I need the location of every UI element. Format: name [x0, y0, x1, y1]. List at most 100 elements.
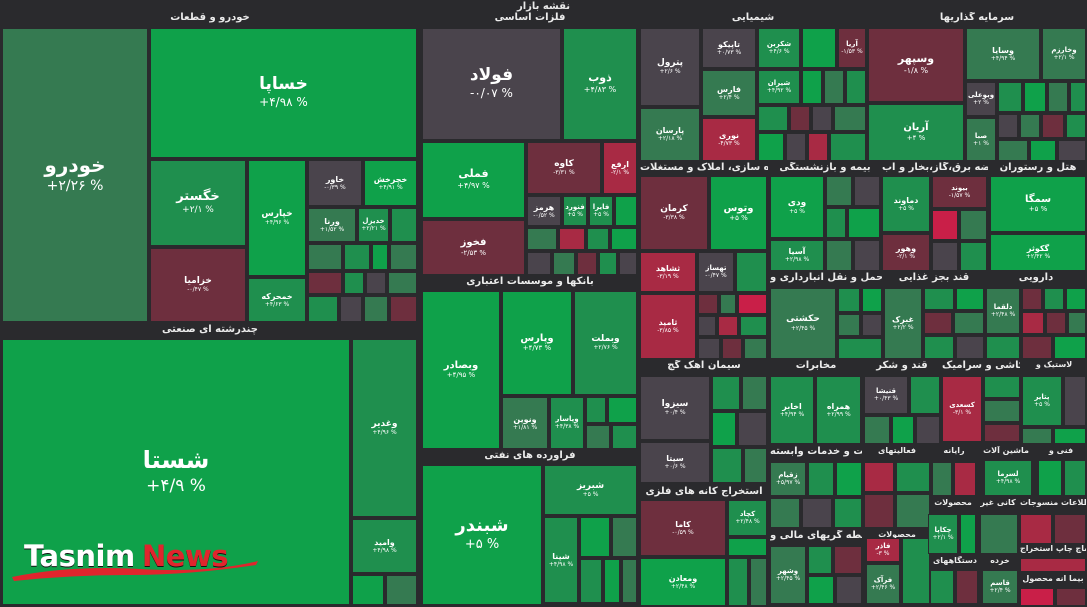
stock-tile-unlabeled[interactable] — [698, 294, 718, 314]
stock-tile[interactable]: شیران +۴/۹۲ % — [758, 70, 800, 104]
stock-tile-unlabeled[interactable] — [864, 494, 894, 528]
stock-tile[interactable]: چکاپا +۲/۱ % — [928, 514, 958, 554]
stock-tile[interactable]: وبوعلی +۲ % — [966, 82, 996, 116]
stock-tile[interactable]: پارسان +۲/۱۸ % — [640, 108, 700, 161]
stock-tile[interactable]: خپارس +۴/۹۶ % — [248, 160, 306, 276]
stock-tile-unlabeled[interactable] — [998, 82, 1022, 112]
stock-tile[interactable]: همراه +۲/۹۹ % — [816, 376, 861, 444]
stock-tile-unlabeled[interactable] — [738, 412, 767, 446]
stock-tile-unlabeled[interactable] — [864, 462, 894, 492]
stock-tile[interactable]: ثشاهد -۳/۱۹ % — [640, 252, 696, 292]
stock-tile-unlabeled[interactable] — [836, 576, 862, 604]
stock-tile-unlabeled[interactable] — [862, 314, 882, 336]
stock-tile-unlabeled[interactable] — [744, 448, 767, 483]
stock-tile[interactable]: سمگا +۵ % — [990, 176, 1086, 232]
stock-tile-unlabeled[interactable] — [802, 28, 836, 68]
stock-tile[interactable]: خساپا +۴/۹۸ % — [150, 28, 417, 158]
stock-tile[interactable]: دلقما +۲/۴۸ % — [986, 288, 1020, 334]
stock-tile-unlabeled[interactable] — [758, 133, 784, 161]
stock-tile-unlabeled[interactable] — [902, 538, 930, 604]
stock-tile-unlabeled[interactable] — [1056, 588, 1086, 606]
stock-tile-unlabeled[interactable] — [924, 288, 954, 310]
stock-tile[interactable]: سیزوا +۰/۴ % — [640, 376, 710, 440]
stock-tile[interactable]: وخارزم +۲/۱ % — [1042, 28, 1086, 80]
stock-tile-unlabeled[interactable] — [587, 228, 609, 250]
stock-tile-unlabeled[interactable] — [1020, 588, 1054, 606]
stock-tile-unlabeled[interactable] — [712, 376, 740, 410]
stock-tile[interactable]: خدیزل +۲/۲۱ % — [358, 208, 389, 242]
stock-tile-unlabeled[interactable] — [1068, 312, 1086, 334]
stock-tile[interactable]: وسایا +۴/۹۴ % — [966, 28, 1040, 80]
stock-tile-unlabeled[interactable] — [956, 336, 984, 359]
stock-tile-unlabeled[interactable] — [611, 228, 637, 250]
stock-tile-unlabeled[interactable] — [1024, 82, 1046, 112]
stock-tile-unlabeled[interactable] — [924, 312, 952, 334]
stock-tile-unlabeled[interactable] — [848, 208, 880, 238]
stock-tile-unlabeled[interactable] — [838, 288, 860, 312]
stock-tile-unlabeled[interactable] — [824, 70, 844, 104]
stock-tile-unlabeled[interactable] — [1066, 288, 1086, 310]
stock-tile[interactable]: شکربن +۴/۶ % — [758, 28, 800, 68]
stock-tile-unlabeled[interactable] — [1064, 460, 1086, 496]
stock-tile-unlabeled[interactable] — [1022, 428, 1052, 444]
stock-tile-unlabeled[interactable] — [344, 244, 370, 270]
stock-tile-unlabeled[interactable] — [896, 462, 930, 492]
stock-tile-unlabeled[interactable] — [615, 196, 637, 226]
stock-tile-unlabeled[interactable] — [390, 296, 417, 322]
stock-tile[interactable]: وبصادر +۴/۹۵ % — [422, 291, 500, 449]
stock-tile-unlabeled[interactable] — [1022, 288, 1042, 310]
stock-tile[interactable]: کاما -۰/۵۹ % — [640, 500, 726, 556]
stock-tile[interactable]: کچاد +۲/۴۸ % — [728, 500, 767, 536]
stock-tile[interactable]: غبرک +۲/۲ % — [884, 288, 922, 359]
stock-tile-unlabeled[interactable] — [553, 252, 575, 275]
stock-tile-unlabeled[interactable] — [834, 546, 862, 574]
stock-tile-unlabeled[interactable] — [1048, 82, 1068, 112]
stock-tile-unlabeled[interactable] — [770, 498, 800, 528]
stock-tile-unlabeled[interactable] — [960, 242, 987, 271]
stock-tile[interactable]: خمحرکه +۴/۶۳ % — [248, 278, 306, 322]
stock-tile-unlabeled[interactable] — [308, 244, 342, 270]
stock-tile-unlabeled[interactable] — [834, 498, 862, 528]
stock-tile[interactable]: تهساز -۰/۴۷ % — [698, 252, 734, 292]
stock-tile-unlabeled[interactable] — [698, 316, 716, 336]
stock-tile-unlabeled[interactable] — [960, 210, 987, 240]
stock-tile[interactable]: گکوثر +۲/۴۲ % — [990, 234, 1086, 271]
stock-tile-unlabeled[interactable] — [960, 514, 976, 554]
stock-tile[interactable]: کرمان -۳/۳۸ % — [640, 176, 708, 250]
stock-tile[interactable]: زقیام +۵/۹۷ % — [770, 462, 806, 496]
stock-tile[interactable]: هرمز -۰/۵۲ % — [527, 196, 561, 226]
stock-tile-unlabeled[interactable] — [386, 575, 417, 605]
stock-tile[interactable]: ودی +۵ % — [770, 176, 824, 238]
stock-tile[interactable]: نوری -۴/۷۳ % — [702, 118, 756, 161]
stock-tile[interactable]: وبملت +۲/۷۶ % — [574, 291, 637, 395]
stock-tile-unlabeled[interactable] — [1030, 140, 1056, 161]
stock-tile-unlabeled[interactable] — [580, 559, 602, 603]
stock-tile[interactable]: پتایر +۵ % — [1022, 376, 1062, 426]
stock-tile-unlabeled[interactable] — [802, 498, 832, 528]
stock-tile-unlabeled[interactable] — [910, 376, 940, 414]
stock-tile[interactable]: شبندر +۵ % — [422, 465, 542, 605]
stock-tile-unlabeled[interactable] — [391, 208, 417, 242]
stock-tile-unlabeled[interactable] — [932, 242, 958, 271]
stock-tile-unlabeled[interactable] — [586, 397, 606, 423]
stock-tile-unlabeled[interactable] — [619, 252, 637, 275]
stock-tile-unlabeled[interactable] — [352, 575, 384, 605]
stock-tile[interactable]: دماوند +۵ % — [882, 176, 930, 232]
stock-tile-unlabeled[interactable] — [930, 570, 954, 604]
stock-tile-unlabeled[interactable] — [1042, 114, 1064, 138]
stock-tile-unlabeled[interactable] — [790, 106, 810, 131]
stock-tile-unlabeled[interactable] — [954, 312, 984, 334]
stock-tile-unlabeled[interactable] — [980, 514, 1018, 554]
stock-tile-unlabeled[interactable] — [834, 106, 866, 131]
stock-tile[interactable]: ونوین +۱/۸۱ % — [502, 397, 548, 449]
stock-tile-unlabeled[interactable] — [712, 448, 742, 483]
stock-tile-unlabeled[interactable] — [744, 338, 767, 359]
stock-tile[interactable]: فخوز -۲/۵۳ % — [422, 220, 525, 275]
stock-tile-unlabeled[interactable] — [586, 425, 610, 449]
stock-tile-unlabeled[interactable] — [896, 494, 930, 528]
stock-tile[interactable]: پترول +۲/۶ % — [640, 28, 700, 106]
stock-tile-unlabeled[interactable] — [954, 462, 976, 496]
stock-tile-unlabeled[interactable] — [808, 133, 828, 161]
stock-tile-unlabeled[interactable] — [998, 140, 1028, 161]
stock-tile-unlabeled[interactable] — [718, 316, 738, 336]
